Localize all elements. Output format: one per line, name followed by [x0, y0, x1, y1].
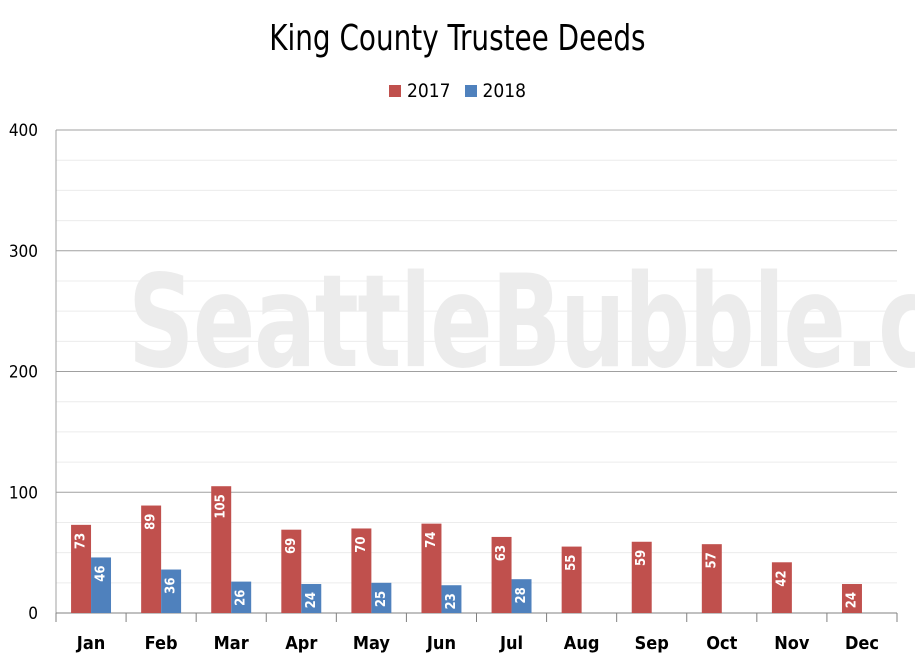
- data-label: 24: [304, 592, 319, 608]
- data-label: 70: [354, 536, 369, 552]
- bar-2018-jun: [441, 585, 462, 613]
- legend-swatch-2018: [464, 85, 477, 97]
- data-label: 36: [164, 578, 179, 594]
- data-label: 57: [704, 552, 719, 568]
- legend-swatch-2017: [389, 85, 401, 97]
- chart-title: King County Trustee Deeds: [269, 18, 646, 59]
- y-tick-label: 200: [9, 363, 38, 383]
- x-tick-label: Sep: [635, 633, 669, 654]
- bar-2018-jan: [91, 557, 112, 613]
- data-label: 42: [774, 570, 789, 586]
- legend-item-2017[interactable]: 2017: [389, 80, 451, 102]
- bar-2017-mar: [211, 486, 232, 613]
- x-tick-label: Jun: [426, 633, 456, 654]
- y-tick-label: 400: [9, 121, 38, 141]
- y-tick-label: 100: [9, 483, 38, 503]
- x-tick-label: May: [353, 633, 390, 654]
- x-tick-label: Apr: [285, 633, 317, 654]
- data-label: 55: [564, 555, 579, 571]
- data-label: 63: [494, 545, 509, 561]
- x-tick-label: Feb: [145, 633, 178, 654]
- x-tick-label: Mar: [214, 633, 249, 654]
- bar-2018-apr: [301, 584, 322, 613]
- data-label: 69: [284, 538, 299, 554]
- data-label: 24: [844, 592, 859, 608]
- data-label: 26: [234, 590, 249, 606]
- bar-2017-nov: [771, 562, 792, 613]
- data-label: 28: [514, 587, 529, 603]
- x-tick-label: Dec: [845, 633, 879, 654]
- x-tick-label: Oct: [706, 633, 737, 654]
- bar-2017-sep: [631, 541, 652, 613]
- data-label: 105: [214, 494, 229, 518]
- bar-2017-jun: [421, 523, 442, 613]
- bar-2017-jul: [491, 536, 512, 613]
- y-tick-label: 300: [9, 242, 38, 262]
- bar-2017-may: [351, 528, 372, 613]
- x-tick-label: Nov: [774, 633, 810, 654]
- x-tick-label: Aug: [564, 633, 600, 654]
- bar-2017-oct: [701, 544, 722, 613]
- legend-item-2018[interactable]: 2018: [464, 80, 527, 102]
- x-tick-label: Jul: [499, 633, 523, 654]
- legend-label-2018: 2018: [482, 80, 527, 102]
- bar-2017-dec: [841, 584, 862, 613]
- data-label: 59: [634, 550, 649, 566]
- bar-2018-mar: [231, 581, 252, 613]
- bar-2018-may: [371, 582, 392, 613]
- data-label: 25: [374, 591, 389, 607]
- legend: 2017 2018: [0, 80, 915, 102]
- bar-2018-jul: [511, 579, 532, 613]
- legend-label-2017: 2017: [407, 80, 451, 102]
- bar-2017-feb: [141, 505, 162, 613]
- data-label: 46: [94, 565, 109, 581]
- data-label: 23: [444, 593, 459, 609]
- bar-2017-jan: [71, 524, 92, 613]
- bar-2017-aug: [561, 546, 582, 613]
- bar-2018-feb: [161, 569, 182, 613]
- data-label: 73: [74, 533, 89, 549]
- y-tick-label: 0: [28, 604, 38, 624]
- x-tick-label: Jan: [76, 633, 105, 654]
- bar-2017-apr: [281, 529, 302, 613]
- data-label: 74: [424, 532, 439, 548]
- data-label: 89: [144, 514, 159, 530]
